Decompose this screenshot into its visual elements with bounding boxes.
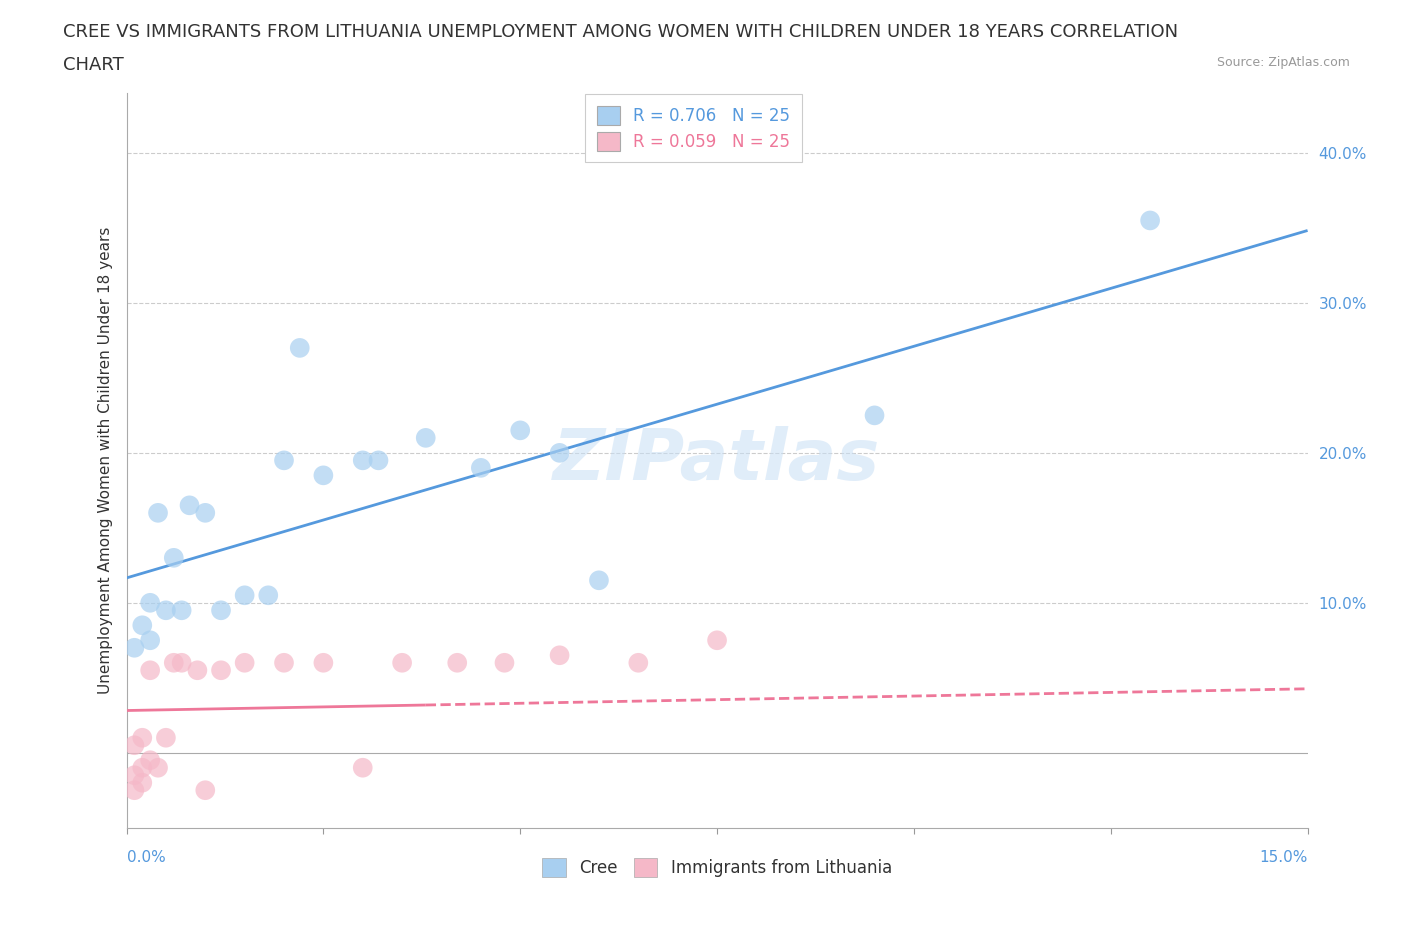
Point: [146, 761, 169, 776]
Point: [194, 505, 217, 520]
Point: [863, 408, 886, 423]
Point: [312, 656, 335, 671]
Point: [131, 776, 153, 790]
Point: [124, 737, 146, 752]
Point: [233, 656, 256, 671]
Point: [415, 431, 437, 445]
Legend: Cree, Immigrants from Lithuania: Cree, Immigrants from Lithuania: [534, 850, 900, 885]
Text: 0.0%: 0.0%: [127, 850, 166, 865]
Point: [273, 453, 295, 468]
Point: [139, 595, 162, 610]
Text: Source: ZipAtlas.com: Source: ZipAtlas.com: [1216, 56, 1350, 69]
Point: [548, 445, 571, 460]
Point: [548, 648, 571, 663]
Point: [288, 340, 311, 355]
Point: [1139, 213, 1161, 228]
Point: [470, 460, 492, 475]
Point: [139, 752, 162, 767]
Point: [352, 761, 374, 776]
Point: [131, 618, 153, 632]
Point: [588, 573, 610, 588]
Point: [179, 498, 201, 512]
Point: [509, 423, 531, 438]
Point: [139, 632, 162, 647]
Point: [446, 656, 468, 671]
Point: [186, 663, 208, 678]
Point: [131, 761, 153, 776]
Point: [367, 453, 389, 468]
Point: [163, 551, 186, 565]
Text: ZIPatlas: ZIPatlas: [554, 426, 880, 495]
Text: CHART: CHART: [63, 56, 124, 73]
Point: [209, 603, 232, 618]
Point: [391, 656, 413, 671]
Text: CREE VS IMMIGRANTS FROM LITHUANIA UNEMPLOYMENT AMONG WOMEN WITH CHILDREN UNDER 1: CREE VS IMMIGRANTS FROM LITHUANIA UNEMPL…: [63, 23, 1178, 41]
Point: [139, 663, 162, 678]
Point: [194, 783, 217, 798]
Point: [312, 468, 335, 483]
Point: [146, 505, 169, 520]
Point: [155, 730, 177, 745]
Text: 15.0%: 15.0%: [1260, 850, 1308, 865]
Point: [155, 603, 177, 618]
Point: [494, 656, 516, 671]
Point: [163, 656, 186, 671]
Y-axis label: Unemployment Among Women with Children Under 18 years: Unemployment Among Women with Children U…: [97, 227, 112, 694]
Point: [131, 730, 153, 745]
Point: [233, 588, 256, 603]
Point: [170, 603, 193, 618]
Point: [124, 768, 146, 783]
Point: [627, 656, 650, 671]
Point: [170, 656, 193, 671]
Point: [352, 453, 374, 468]
Point: [124, 783, 146, 798]
Point: [273, 656, 295, 671]
Point: [209, 663, 232, 678]
Point: [706, 632, 728, 647]
Point: [124, 641, 146, 656]
Point: [257, 588, 280, 603]
